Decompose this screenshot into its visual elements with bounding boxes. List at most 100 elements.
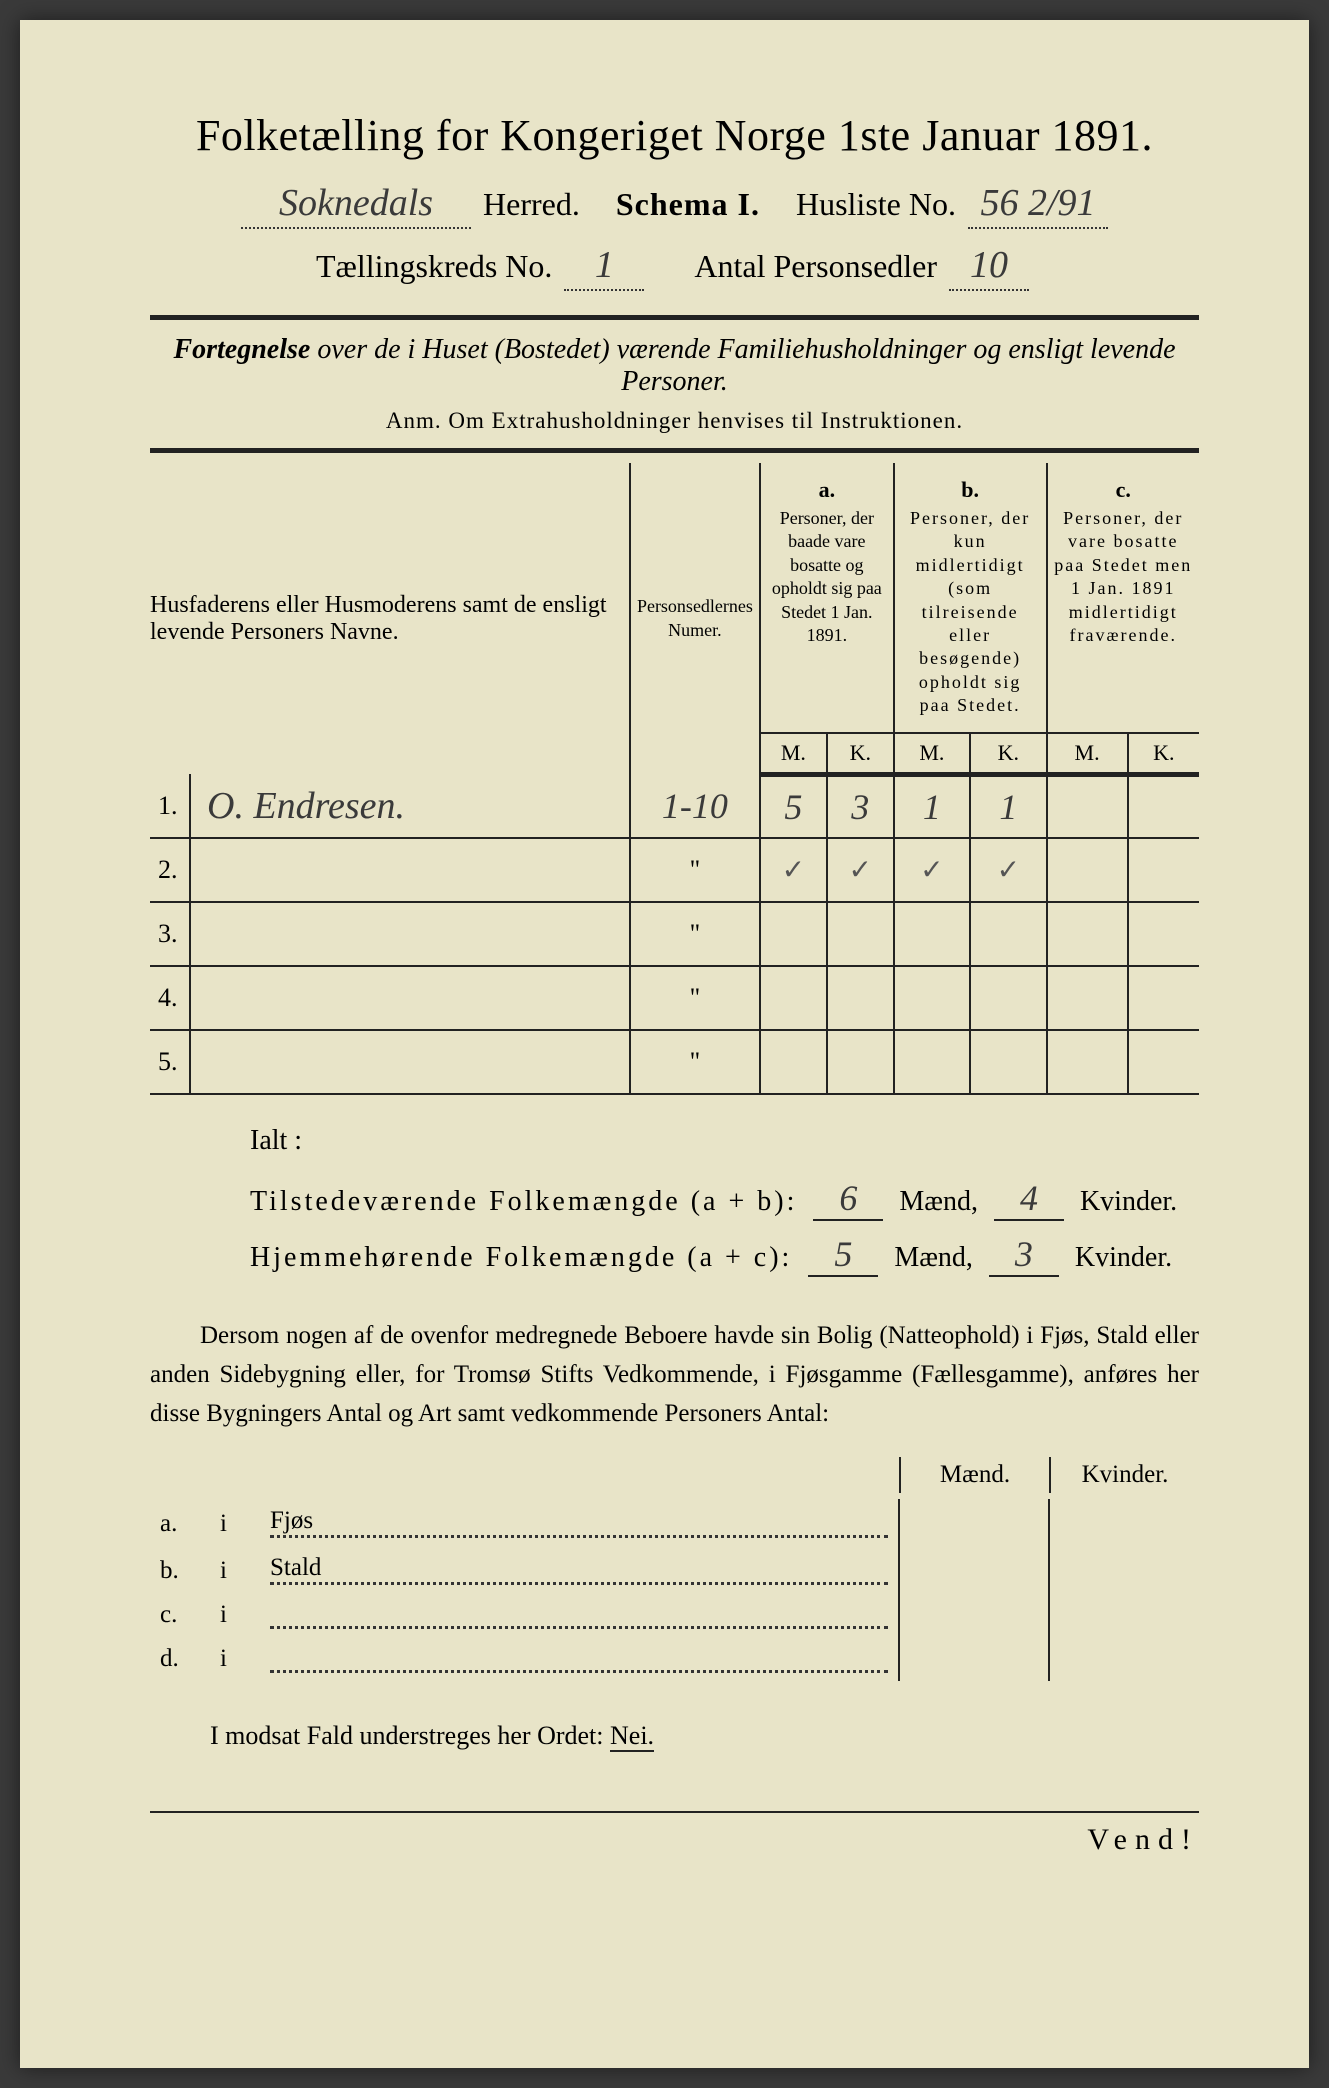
cell-b-k (970, 902, 1046, 966)
vend-label: Vend! (150, 1811, 1199, 1857)
ac-maend-value: 5 (808, 1233, 878, 1277)
cell-c-m (1047, 774, 1128, 838)
table-row: 4. " (150, 966, 1199, 1030)
building-maend (899, 1499, 1049, 1546)
sedler-cell: " (630, 966, 760, 1030)
building-maend (899, 1637, 1049, 1681)
col-c-header: c. Personer, der vare bosatte paa Stedet… (1047, 463, 1199, 733)
building-letter: d. (150, 1637, 210, 1681)
building-row: c. i (150, 1593, 1199, 1637)
name-cell (190, 838, 630, 902)
document-page: Folketælling for Kongeriget Norge 1ste J… (20, 20, 1309, 2068)
cell-c-m (1047, 902, 1128, 966)
building-row: a. i Fjøs (150, 1499, 1199, 1546)
subtitle: Fortegnelse over de i Huset (Bostedet) v… (150, 334, 1199, 398)
building-i: i (210, 1593, 260, 1637)
herred-value: Soknedals (241, 181, 471, 229)
name-cell: O. Endresen. (190, 774, 630, 838)
kreds-value: 1 (564, 243, 644, 291)
header-line-2: Tællingskreds No. 1 Antal Personsedler 1… (150, 243, 1199, 291)
cell-c-k (1128, 1030, 1199, 1094)
divider (150, 315, 1199, 320)
cell-a-m (760, 1030, 827, 1094)
col-c-k: K. (1128, 733, 1199, 775)
building-kvinder (1049, 1593, 1199, 1637)
page-title: Folketælling for Kongeriget Norge 1ste J… (150, 110, 1199, 161)
cell-b-m (894, 1030, 970, 1094)
table-row: 5. " (150, 1030, 1199, 1094)
husliste-label: Husliste No. (796, 186, 956, 223)
antal-label: Antal Personsedler (694, 248, 937, 285)
cell-b-m: 1 (894, 774, 970, 838)
building-i: i (210, 1546, 260, 1593)
cell-a-k (827, 966, 894, 1030)
main-table: Husfaderens eller Husmoderens samt de en… (150, 463, 1199, 1095)
col-a-header: a. Personer, der baade vare bosatte og o… (760, 463, 894, 733)
name-cell (190, 966, 630, 1030)
cell-a-k: 3 (827, 774, 894, 838)
herred-label: Herred. (483, 186, 580, 223)
totals-row-ab: Tilstedeværende Folkemængde (a + b): 6 M… (250, 1177, 1199, 1221)
cell-c-k (1128, 902, 1199, 966)
col-b-k: K. (970, 733, 1046, 775)
name-cell (190, 902, 630, 966)
name-cell (190, 1030, 630, 1094)
building-label (260, 1593, 899, 1637)
building-row: b. i Stald (150, 1546, 1199, 1593)
building-kvinder-header: Kvinder. (1049, 1457, 1199, 1493)
col-sedler-header: Personsedlernes Numer. (630, 463, 760, 774)
cell-b-k (970, 1030, 1046, 1094)
subtitle-rest: over de i Huset (Bostedet) værende Famil… (310, 334, 1175, 397)
building-mk-headers: Mænd. Kvinder. (150, 1457, 1199, 1493)
col-b-m: M. (894, 733, 970, 775)
cell-a-k (827, 902, 894, 966)
cell-c-k (1128, 838, 1199, 902)
row-number: 5. (150, 1030, 190, 1094)
divider (150, 448, 1199, 453)
subtitle-bold: Fortegnelse (173, 334, 310, 365)
building-i: i (210, 1499, 260, 1546)
table-row: 3. " (150, 902, 1199, 966)
table-row: 1. O. Endresen. 1-10 5 3 1 1 (150, 774, 1199, 838)
husliste-value: 56 2/91 (968, 181, 1108, 229)
totals-section: Ialt : Tilstedeværende Folkemængde (a + … (250, 1125, 1199, 1277)
col-names-header: Husfaderens eller Husmoderens samt de en… (150, 463, 630, 774)
building-letter: a. (150, 1499, 210, 1546)
cell-b-m (894, 902, 970, 966)
row-number: 3. (150, 902, 190, 966)
cell-b-k: ✓ (970, 838, 1046, 902)
cell-c-m (1047, 838, 1128, 902)
cell-a-m (760, 966, 827, 1030)
col-c-m: M. (1047, 733, 1128, 775)
antal-value: 10 (949, 243, 1029, 291)
nei-line: I modsat Fald understreges her Ordet: Ne… (210, 1721, 1199, 1751)
cell-b-k (970, 966, 1046, 1030)
sedler-cell: " (630, 838, 760, 902)
building-kvinder (1049, 1546, 1199, 1593)
row-number: 4. (150, 966, 190, 1030)
cell-a-k: ✓ (827, 838, 894, 902)
building-label (260, 1637, 899, 1681)
kreds-label: Tællingskreds No. (316, 248, 552, 285)
cell-a-m (760, 902, 827, 966)
building-table: a. i Fjøs b. i Stald c. i d. i (150, 1499, 1199, 1681)
ac-kvinder-value: 3 (989, 1233, 1059, 1277)
anm-note: Anm. Om Extrahusholdninger henvises til … (150, 408, 1199, 434)
building-letter: c. (150, 1593, 210, 1637)
building-section: Mænd. Kvinder. a. i Fjøs b. i Stald c. i… (150, 1457, 1199, 1681)
ialt-label: Ialt : (250, 1125, 1199, 1157)
row-number: 2. (150, 838, 190, 902)
sedler-cell: " (630, 902, 760, 966)
cell-c-m (1047, 966, 1128, 1030)
table-row: 2. " ✓ ✓ ✓ ✓ (150, 838, 1199, 902)
cell-b-m: ✓ (894, 838, 970, 902)
building-label: Fjøs (260, 1499, 899, 1546)
header-line-1: Soknedals Herred. Schema I. Husliste No.… (150, 181, 1199, 229)
building-kvinder (1049, 1499, 1199, 1546)
cell-a-k (827, 1030, 894, 1094)
building-maend (899, 1546, 1049, 1593)
building-maend (899, 1593, 1049, 1637)
cell-b-m (894, 966, 970, 1030)
building-kvinder (1049, 1637, 1199, 1681)
totals-row-ac: Hjemmehørende Folkemængde (a + c): 5 Mæn… (250, 1233, 1199, 1277)
